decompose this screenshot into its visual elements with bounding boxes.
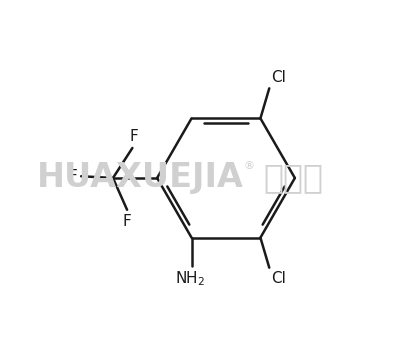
Text: 化学加: 化学加 [263,162,323,194]
Text: Cl: Cl [271,271,286,286]
Text: F: F [123,214,131,229]
Text: F: F [69,169,78,184]
Text: ®: ® [244,161,255,171]
Text: HUAXUEJIA: HUAXUEJIA [37,162,244,194]
Text: NH$_2$: NH$_2$ [175,269,205,288]
Text: Cl: Cl [271,70,286,85]
Text: F: F [130,130,138,145]
